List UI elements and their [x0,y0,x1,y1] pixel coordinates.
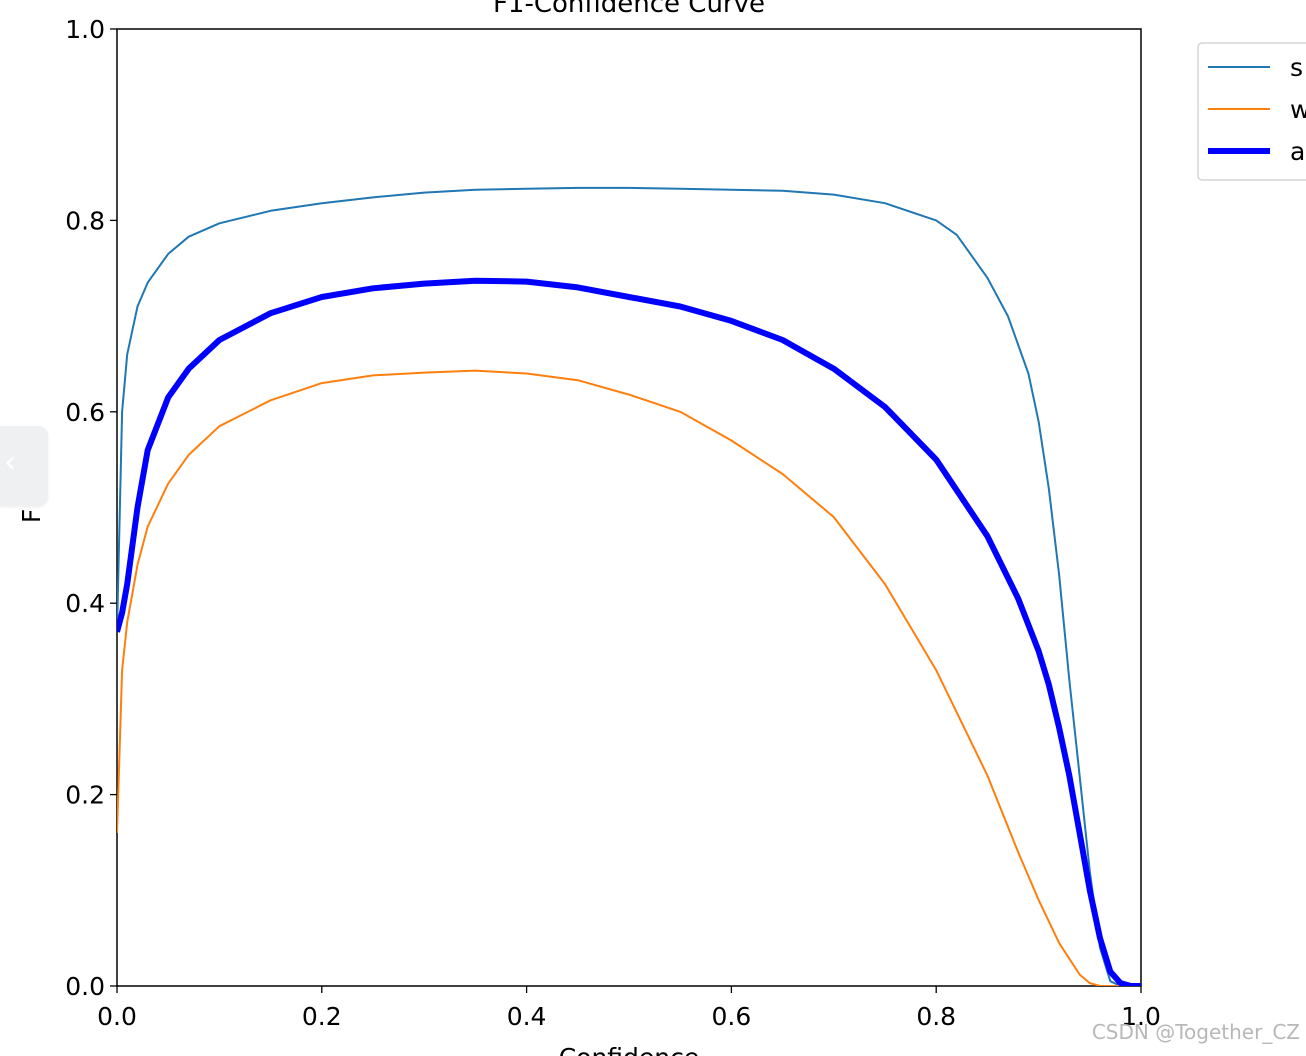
watermark: CSDN @Together_CZ [1091,1020,1300,1044]
collapse-sidebar-button[interactable]: ‹ [0,426,48,506]
series-line-a [117,277,1141,986]
chevron-left-icon: ‹ [4,445,16,480]
series-line-s [117,186,1141,986]
y-tick-label: 0.2 [65,781,105,810]
y-tick-label: 0.8 [65,206,105,235]
x-tick-label: 0.0 [97,1002,137,1031]
x-axis: 0.0 0.2 0.4 0.6 0.8 1.0 [97,986,1161,1031]
plot-area [116,28,1142,987]
legend-frame [1197,42,1306,181]
x-tick-label: 0.8 [916,1002,956,1031]
y-axis: 0.0 0.2 0.4 0.6 0.8 1.0 [65,15,117,1001]
y-tick-label: 0.0 [65,972,105,1001]
series-line-w [117,369,1141,986]
y-tick-label: 0.6 [65,398,105,427]
y-tick-label: 0.4 [65,589,105,618]
chart-title: F1-Confidence Curve [493,0,765,19]
legend: swa [1197,42,1306,181]
legend-label-a: a [1290,137,1305,166]
legend-label-s: s [1290,53,1303,82]
x-tick-label: 0.2 [302,1002,342,1031]
x-tick-label: 0.4 [507,1002,547,1031]
x-tick-label: 0.6 [712,1002,752,1031]
legend-label-w: w [1290,95,1306,124]
x-axis-label: Confidence [559,1043,700,1056]
series-layer [117,186,1141,986]
x-tick-label: 1.0 [1121,1002,1161,1031]
y-tick-label: 1.0 [65,15,105,44]
